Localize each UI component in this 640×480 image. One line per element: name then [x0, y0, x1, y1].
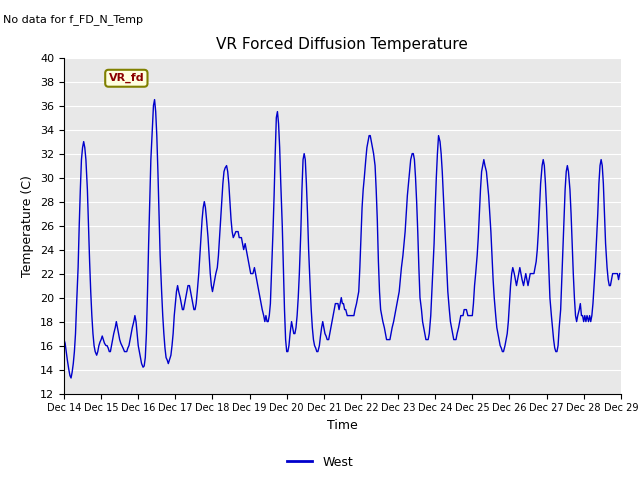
Text: VR_fd: VR_fd	[109, 73, 144, 84]
Legend: West: West	[282, 451, 358, 474]
Text: No data for f_FD_N_Temp: No data for f_FD_N_Temp	[3, 14, 143, 25]
Title: VR Forced Diffusion Temperature: VR Forced Diffusion Temperature	[216, 37, 468, 52]
Y-axis label: Temperature (C): Temperature (C)	[22, 175, 35, 276]
X-axis label: Time: Time	[327, 419, 358, 432]
